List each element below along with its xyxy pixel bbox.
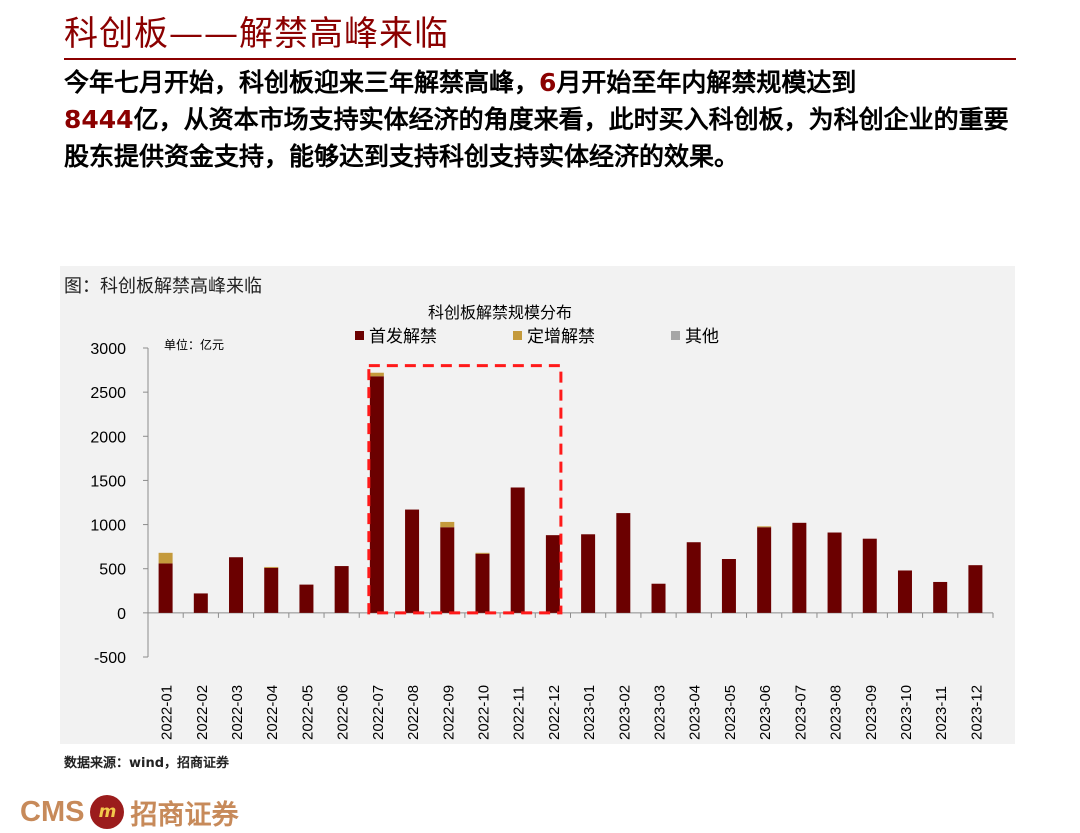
bar-segment (440, 521, 455, 528)
x-tick-label: 2022-06 (335, 685, 352, 740)
legend-swatch (355, 331, 364, 340)
bar-segment (862, 538, 877, 613)
y-tick-label: 1500 (90, 473, 126, 490)
x-tick-label: 2023-09 (863, 685, 880, 740)
title-divider (64, 58, 1016, 60)
x-tick-label: 2022-07 (370, 685, 387, 740)
cms-logo: CMS m 招商证券 (20, 792, 238, 832)
x-tick-label: 2023-06 (757, 685, 774, 740)
x-tick-label: 2022-09 (440, 685, 457, 740)
bar-segment (369, 372, 384, 377)
intro-text-1: 今年七月开始，科创板迎来三年解禁高峰， (64, 68, 540, 97)
bar-segment (193, 593, 208, 613)
bar-segment (369, 376, 384, 613)
source-note: 数据来源：wind，招商证券 (64, 756, 230, 771)
x-tick-label: 2022-11 (511, 686, 528, 740)
x-tick-label: 2023-01 (581, 685, 598, 740)
y-tick-label: -500 (94, 650, 126, 667)
bar-segment (933, 581, 948, 613)
y-tick-label: 0 (117, 606, 126, 623)
x-tick-label: 2023-11 (933, 686, 950, 740)
bar-segment (264, 567, 279, 613)
bar-segment (757, 526, 772, 528)
bar-segment (475, 553, 490, 613)
chart-title: 科创板解禁规模分布 (428, 303, 572, 322)
y-tick-label: 500 (99, 562, 126, 579)
x-tick-label: 2023-10 (898, 685, 915, 740)
y-tick-label: 2000 (90, 429, 126, 446)
y-tick-label: 2500 (90, 385, 126, 402)
bar-segment (757, 527, 772, 613)
x-tick-label: 2022-12 (546, 685, 563, 740)
legend-label: 首发解禁 (369, 327, 437, 347)
bar-segment (897, 570, 912, 613)
x-tick-label: 2023-08 (828, 685, 845, 740)
intro-text-2: 月开始至年内解禁规模达到 (556, 68, 857, 97)
x-tick-label: 2023-05 (722, 685, 739, 740)
bar-segment (229, 557, 244, 613)
bar-segment (158, 563, 173, 613)
x-tick-label: 2022-02 (194, 685, 211, 740)
unit-label: 单位：亿元 (164, 337, 224, 352)
logo-chinese: 招商证券 (130, 799, 239, 831)
bar-segment (334, 566, 349, 613)
bar-segment (510, 487, 525, 613)
intro-emphasis-amount: 8444 (64, 105, 134, 134)
highlight-box (367, 364, 563, 615)
logo-mark-icon: m (90, 795, 125, 829)
bar-segment (581, 534, 596, 613)
x-tick-label: 2023-12 (968, 685, 985, 740)
logo-text: CMS (20, 795, 85, 828)
bar-segment (264, 566, 279, 568)
intro-paragraph: 今年七月开始，科创板迎来三年解禁高峰，6月开始至年内解禁规模达到 8444亿，从资… (64, 64, 1014, 175)
bar-segment (158, 552, 173, 564)
x-tick-label: 2023-03 (652, 685, 669, 740)
bar-segment (475, 552, 490, 554)
intro-emphasis-month: 6 (539, 68, 557, 97)
bar-segment (405, 509, 420, 613)
x-tick-label: 2022-01 (159, 685, 176, 740)
bar-segment (440, 527, 455, 613)
x-tick-label: 2023-07 (792, 685, 809, 740)
intro-text-3: 亿，从资本市场支持实体经济的角度来看，此时买入科创板，为科创企业的重要股东提供资… (64, 105, 1009, 171)
figure-label: 图：科创板解禁高峰来临 (64, 276, 262, 297)
x-tick-label: 2022-05 (299, 685, 316, 740)
y-tick-label: 3000 (90, 341, 126, 358)
x-tick-label: 2022-03 (229, 685, 246, 740)
page-title: 科创板——解禁高峰来临 (64, 14, 449, 54)
x-tick-label: 2022-10 (475, 685, 492, 740)
legend-swatch (671, 331, 680, 340)
x-tick-label: 2023-02 (616, 685, 633, 740)
x-tick-label: 2022-04 (264, 685, 281, 740)
bar-segment (686, 542, 701, 613)
bar-segment (721, 559, 736, 613)
legend-label: 其他 (685, 327, 719, 347)
x-tick-label: 2023-04 (687, 685, 704, 740)
bar-segment (545, 535, 560, 613)
legend-swatch (513, 331, 522, 340)
bar-segment (827, 532, 842, 613)
bar-segment (299, 584, 314, 613)
y-tick-label: 1000 (90, 518, 126, 535)
bar-segment (792, 522, 807, 613)
figure-panel (60, 266, 1015, 744)
x-tick-label: 2022-08 (405, 685, 422, 740)
bar-segment (616, 513, 631, 613)
bar-segment (968, 565, 983, 613)
bar-segment (651, 583, 666, 613)
legend-label: 定增解禁 (527, 327, 595, 347)
